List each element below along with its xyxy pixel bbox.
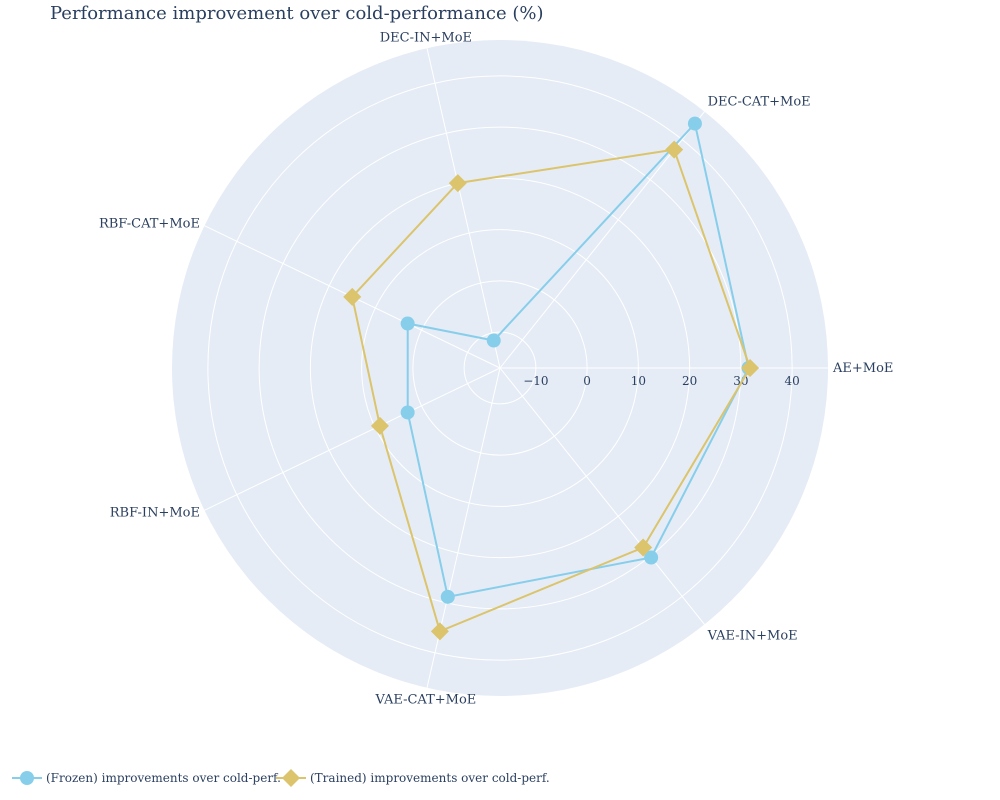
legend-marker bbox=[282, 769, 300, 787]
grid-lines bbox=[204, 48, 828, 688]
legend-marker bbox=[20, 771, 34, 785]
data-point bbox=[430, 622, 449, 641]
data-point bbox=[741, 359, 760, 377]
chart-title: Performance improvement over cold-perfor… bbox=[50, 3, 544, 24]
legend-label: (Frozen) improvements over cold-perf. bbox=[46, 771, 281, 785]
angular-gridline bbox=[426, 48, 501, 369]
axis-label: DEC-IN+MoE bbox=[380, 30, 472, 45]
radial-tick-label: 10 bbox=[631, 374, 646, 388]
data-point bbox=[448, 174, 467, 193]
data-point bbox=[634, 538, 653, 557]
legend-item[interactable]: (Frozen) improvements over cold-perf. bbox=[12, 771, 281, 785]
angular-gridline bbox=[499, 367, 705, 625]
radial-tick-label: 40 bbox=[784, 374, 799, 388]
data-point bbox=[644, 550, 659, 565]
series-2 bbox=[343, 140, 760, 641]
data-point bbox=[486, 333, 501, 348]
legend-item[interactable]: (Trained) improvements over cold-perf. bbox=[276, 769, 550, 787]
radial-tick-label: 0 bbox=[583, 374, 591, 388]
data-point bbox=[343, 287, 362, 306]
axis-label: VAE-IN+MoE bbox=[707, 628, 798, 643]
data-point bbox=[400, 316, 415, 331]
axis-label: VAE-CAT+MoE bbox=[374, 693, 476, 708]
data-point bbox=[400, 405, 415, 420]
radial-tick-label: −10 bbox=[523, 374, 548, 388]
axis-label: DEC-CAT+MoE bbox=[708, 95, 811, 110]
data-point bbox=[370, 416, 389, 435]
axis-label: RBF-IN+MoE bbox=[110, 505, 200, 520]
legend: (Frozen) improvements over cold-perf. (Tr… bbox=[12, 769, 550, 787]
legend-label: (Trained) improvements over cold-perf. bbox=[310, 771, 550, 785]
axis-label: RBF-CAT+MoE bbox=[99, 217, 200, 232]
data-point bbox=[687, 116, 702, 131]
angular-gridline bbox=[204, 367, 501, 511]
axis-label: AE+MoE bbox=[832, 361, 893, 376]
data-point bbox=[440, 589, 455, 604]
series-line bbox=[406, 121, 750, 598]
radial-tick-label: 20 bbox=[682, 374, 697, 388]
data-point bbox=[665, 140, 684, 159]
series-line bbox=[351, 148, 752, 633]
